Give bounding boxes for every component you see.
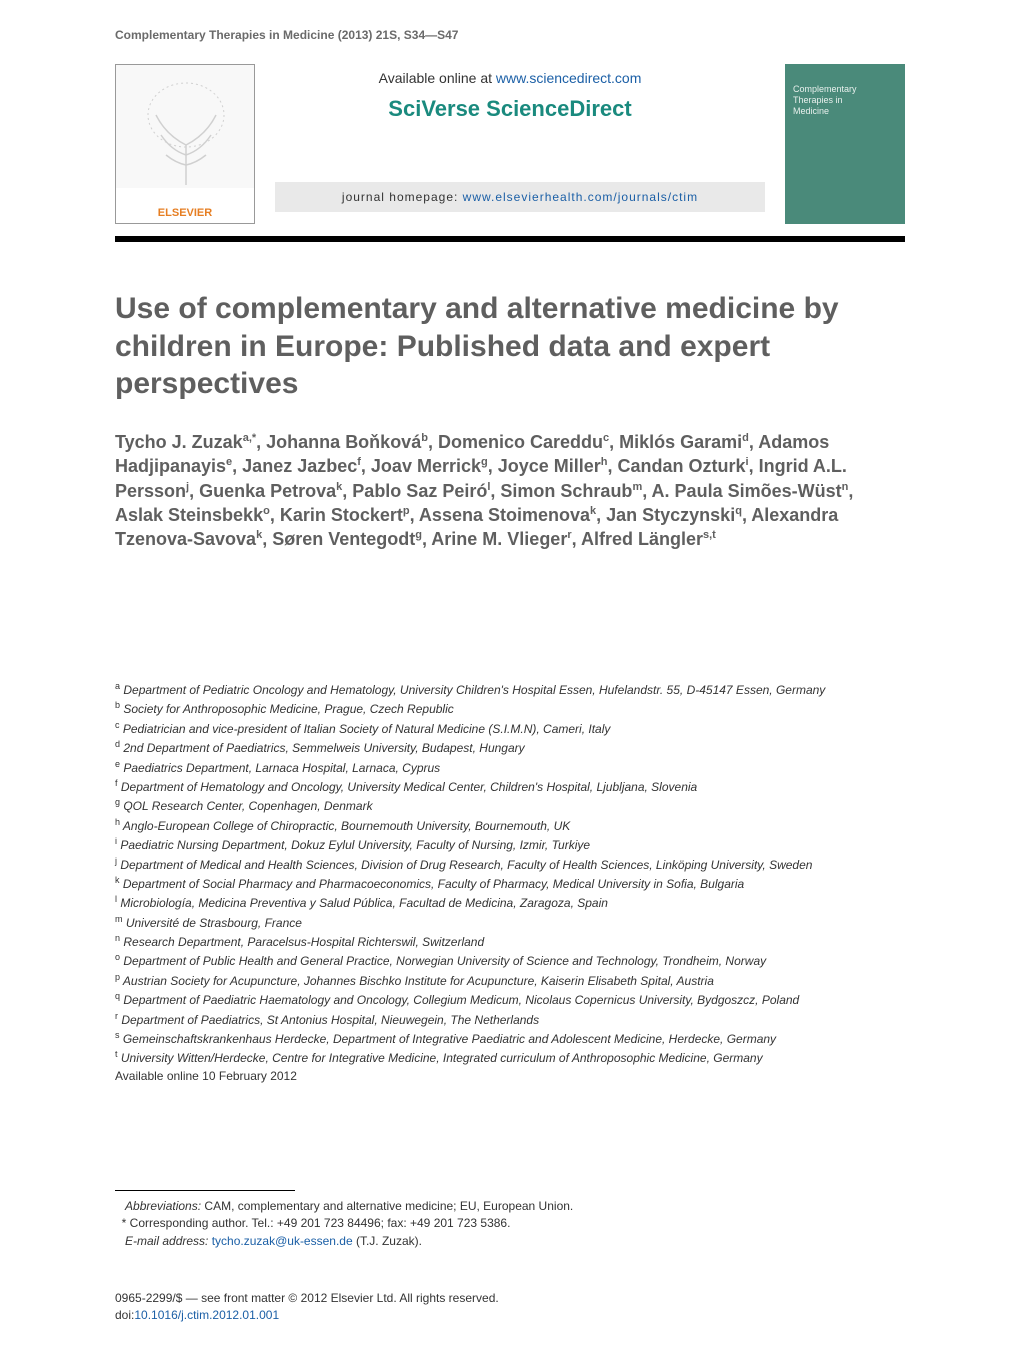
affiliation-item: i Paediatric Nursing Department, Dokuz E…: [115, 835, 905, 854]
homepage-bar: journal homepage: www.elsevierhealth.com…: [275, 182, 765, 212]
affiliation-item: k Department of Social Pharmacy and Phar…: [115, 874, 905, 893]
footnotes: Abbreviations: CAM, complementary and al…: [115, 1198, 905, 1250]
article-title: Use of complementary and alternative med…: [115, 290, 905, 403]
affiliation-item: l Microbiología, Medicina Preventiva y S…: [115, 893, 905, 912]
elsevier-label: ELSEVIER: [158, 207, 212, 219]
journal-cover: Complementary Therapies in Medicine: [785, 64, 905, 224]
affiliation-item: h Anglo-European College of Chiropractic…: [115, 816, 905, 835]
elsevier-logo: ELSEVIER: [115, 64, 255, 224]
available-text: Available online at: [379, 70, 496, 86]
running-head: Complementary Therapies in Medicine (201…: [115, 28, 458, 42]
author-list: Tycho J. Zuzaka,*, Johanna Boňkováb, Dom…: [115, 430, 905, 551]
affiliation-item: r Department of Paediatrics, St Antonius…: [115, 1010, 905, 1029]
affiliation-item: g QOL Research Center, Copenhagen, Denma…: [115, 796, 905, 815]
copyright-line: 0965-2299/$ — see front matter © 2012 El…: [115, 1290, 905, 1307]
affiliation-item: e Paediatrics Department, Larnaca Hospit…: [115, 758, 905, 777]
cover-line: Medicine: [793, 106, 897, 117]
cover-line: Therapies in: [793, 95, 897, 106]
affiliation-item: t University Witten/Herdecke, Centre for…: [115, 1048, 905, 1067]
email-suffix: (T.J. Zuzak).: [353, 1234, 422, 1248]
affiliation-item: m Université de Strasbourg, France: [115, 913, 905, 932]
affiliation-item: o Department of Public Health and Genera…: [115, 951, 905, 970]
affiliations: a Department of Pediatric Oncology and H…: [115, 680, 905, 1085]
corresponding-author: * Corresponding author. Tel.: +49 201 72…: [115, 1215, 905, 1232]
affiliation-item: c Pediatrician and vice-president of Ita…: [115, 719, 905, 738]
email-link[interactable]: tycho.zuzak@uk-essen.de: [212, 1234, 353, 1248]
footnote-rule: [115, 1190, 295, 1191]
email-line: E-mail address: tycho.zuzak@uk-essen.de …: [115, 1233, 905, 1250]
affiliation-item: f Department of Hematology and Oncology,…: [115, 777, 905, 796]
affiliation-item: b Society for Anthroposophic Medicine, P…: [115, 699, 905, 718]
available-date: Available online 10 February 2012: [115, 1068, 905, 1085]
abbrev-label: Abbreviations:: [125, 1199, 201, 1213]
sciencedirect-link[interactable]: www.sciencedirect.com: [496, 70, 642, 86]
affiliation-item: s Gemeinschaftskrankenhaus Herdecke, Dep…: [115, 1029, 905, 1048]
affiliation-item: q Department of Paediatric Haematology a…: [115, 990, 905, 1009]
homepage-link[interactable]: www.elsevierhealth.com/journals/ctim: [463, 190, 698, 204]
corr-text: Tel.: +49 201 723 84496; fax: +49 201 72…: [252, 1216, 511, 1230]
journal-header: ELSEVIER Available online at www.science…: [115, 50, 905, 242]
email-label: E-mail address:: [125, 1234, 212, 1248]
tree-icon: [136, 75, 236, 195]
copyright-block: 0965-2299/$ — see front matter © 2012 El…: [115, 1290, 905, 1324]
affiliation-item: j Department of Medical and Health Scien…: [115, 855, 905, 874]
doi-link[interactable]: 10.1016/j.ctim.2012.01.001: [134, 1308, 279, 1322]
affiliation-item: a Department of Pediatric Oncology and H…: [115, 680, 905, 699]
abbrev-text: CAM, complementary and alternative medic…: [201, 1199, 573, 1213]
affiliation-item: p Austrian Society for Acupuncture, Joha…: [115, 971, 905, 990]
affiliation-item: d 2nd Department of Paediatrics, Semmelw…: [115, 738, 905, 757]
doi-label: doi:: [115, 1308, 134, 1322]
corr-label: * Corresponding author.: [122, 1216, 252, 1230]
doi-line: doi:10.1016/j.ctim.2012.01.001: [115, 1307, 905, 1324]
abbreviations: Abbreviations: CAM, complementary and al…: [115, 1198, 905, 1215]
cover-line: Complementary: [793, 84, 897, 95]
homepage-label: journal homepage:: [342, 190, 458, 204]
affiliation-item: n Research Department, Paracelsus-Hospit…: [115, 932, 905, 951]
